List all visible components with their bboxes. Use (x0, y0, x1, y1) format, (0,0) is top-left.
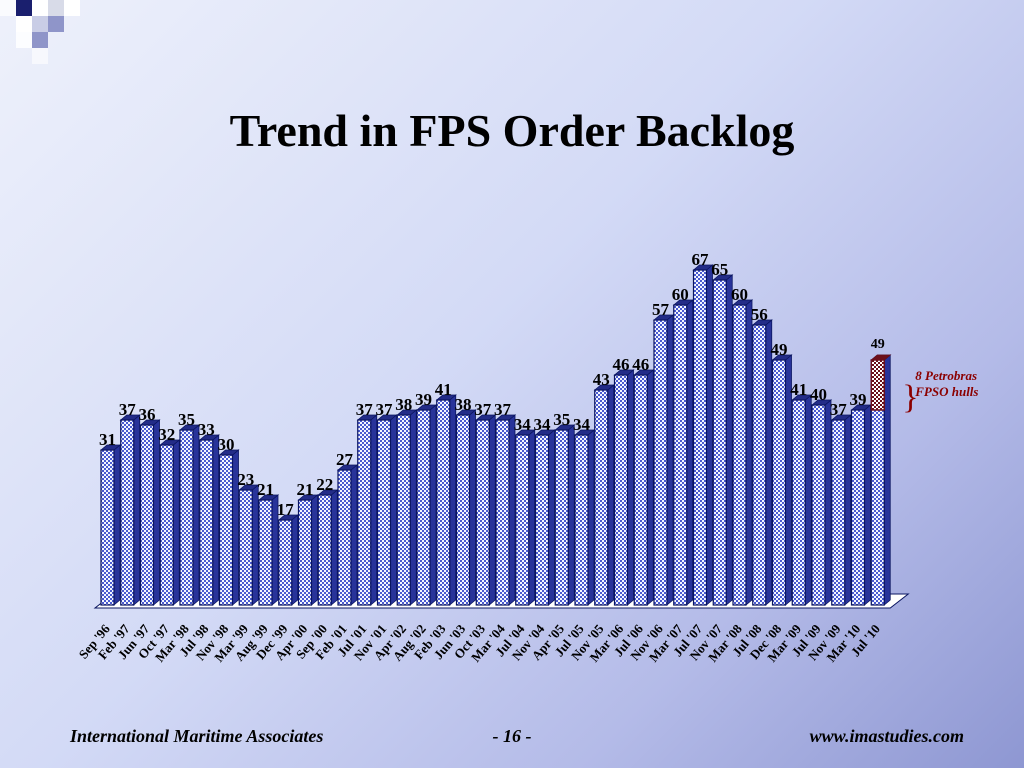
bar (573, 429, 596, 606)
bar-value-label: 33 (198, 420, 215, 439)
bar-value-label: 46 (613, 355, 630, 374)
bar (731, 299, 754, 606)
bar (554, 424, 576, 606)
bar (633, 369, 655, 606)
bar (277, 514, 299, 606)
bar-value-label: 30 (218, 435, 235, 454)
bar-value-label: 37 (376, 400, 394, 419)
bar (791, 394, 813, 606)
bar-value-label: 49 (771, 340, 788, 359)
bar-value-label: 37 (356, 400, 374, 419)
chart-title: Trend in FPS Order Backlog (229, 105, 795, 156)
brace-icon: } (902, 379, 918, 416)
bar-value-label: 38 (395, 395, 412, 414)
bar-value-label: 27 (336, 450, 354, 469)
highlight-segment (870, 359, 885, 411)
bar-value-label: 35 (178, 410, 195, 429)
bar (99, 444, 122, 606)
bar (238, 484, 260, 606)
bar (178, 424, 201, 606)
bar (198, 434, 220, 606)
bar-value-label: 37 (830, 400, 848, 419)
highlight-segment-top (870, 354, 892, 361)
bar (494, 414, 517, 606)
bar (415, 404, 438, 606)
bar-value-label: 21 (297, 480, 314, 499)
bar-value-label: 39 (415, 390, 432, 409)
bar (455, 409, 477, 606)
bar-value-label: 22 (316, 475, 333, 494)
bar-value-label: 17 (277, 500, 295, 519)
bar (435, 394, 457, 606)
bar (751, 319, 773, 606)
bar (613, 369, 635, 606)
bar (119, 414, 141, 606)
bar-value-label: 39 (850, 390, 867, 409)
bar (257, 494, 280, 606)
bar (652, 314, 675, 606)
bar-value-label: 67 (692, 250, 710, 269)
bar-value-label: 43 (593, 370, 610, 389)
footer-website: www.imastudies.com (809, 726, 964, 746)
bar-value-label: 34 (534, 415, 552, 434)
bar-value-label: 41 (790, 380, 807, 399)
bar-value-label: 57 (652, 300, 670, 319)
bar-value-label: 60 (672, 285, 689, 304)
bar-value-label: 36 (139, 405, 156, 424)
bar (712, 274, 734, 606)
bar (771, 354, 793, 606)
annotation-label: FPSO hulls (914, 384, 978, 399)
bar (534, 429, 556, 606)
bar-value-label: 37 (119, 400, 137, 419)
bar-value-label: 41 (435, 380, 452, 399)
bar (159, 439, 181, 606)
bar (593, 384, 615, 606)
footer-page-number: - 16 - (492, 726, 532, 746)
bar (396, 409, 418, 606)
bar-value-label: 37 (494, 400, 512, 419)
bar (810, 399, 833, 606)
bar-value-label: 60 (731, 285, 748, 304)
bar (850, 404, 872, 606)
corner-decoration (0, 0, 80, 64)
bar (356, 414, 378, 606)
bar-value-label: 31 (99, 430, 116, 449)
bar-value-label: 21 (257, 480, 274, 499)
bar (514, 429, 536, 606)
bar-value-label: 32 (158, 425, 175, 444)
bar-value-label: 35 (553, 410, 570, 429)
bar (830, 414, 852, 606)
bar (336, 464, 359, 606)
bar-value-label: 34 (573, 415, 591, 434)
bar-value-label: 49 (871, 337, 885, 352)
bar-value-label: 23 (237, 470, 254, 489)
bar-value-label: 56 (751, 305, 768, 324)
bar-value-label: 40 (810, 385, 827, 404)
bar (692, 264, 714, 606)
annotation-label: 8 Petrobras (915, 368, 977, 383)
bar-value-label: 46 (632, 355, 649, 374)
bar (297, 494, 319, 606)
bar (139, 419, 161, 606)
bar-value-label: 65 (711, 260, 728, 279)
bar (475, 414, 497, 606)
footer-organization: International Maritime Associates (70, 726, 324, 746)
bar (376, 414, 398, 606)
bar (317, 489, 339, 606)
bar (218, 449, 240, 606)
bar-value-label: 38 (455, 395, 472, 414)
bar-value-label: 34 (514, 415, 532, 434)
bar-value-label: 37 (474, 400, 492, 419)
bar (672, 299, 694, 606)
